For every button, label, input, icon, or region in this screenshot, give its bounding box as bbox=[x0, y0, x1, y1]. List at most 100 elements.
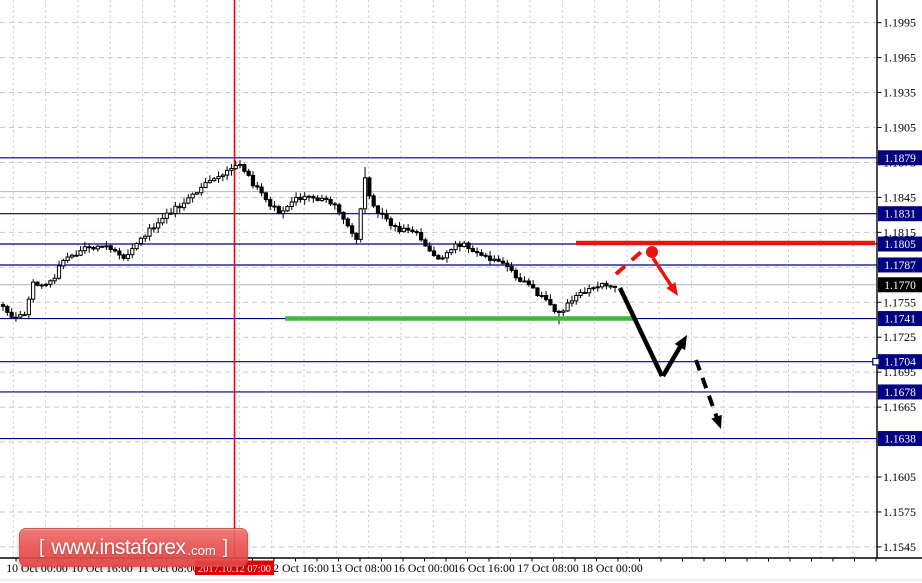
level-selection-marker[interactable] bbox=[872, 357, 880, 366]
price-level-badge-label: 1.1805 bbox=[884, 239, 916, 251]
candle-body bbox=[457, 243, 462, 248]
candle-body bbox=[177, 205, 182, 209]
black-bounce-arrow-head[interactable] bbox=[674, 335, 687, 351]
candle-body bbox=[337, 204, 342, 213]
black-bounce-arrow[interactable] bbox=[661, 344, 683, 378]
candle-body bbox=[591, 287, 596, 290]
current-price-badge-label: 1.1770 bbox=[884, 280, 916, 292]
candle-body bbox=[246, 170, 251, 176]
price-level-badge bbox=[878, 206, 922, 222]
candle-body bbox=[393, 225, 398, 228]
candle-body bbox=[173, 205, 178, 214]
candle-body bbox=[104, 245, 109, 248]
red-forecast-arrow-head[interactable] bbox=[666, 282, 678, 296]
candle-body bbox=[87, 246, 92, 249]
black-impulse-line[interactable] bbox=[617, 287, 665, 377]
watermark-bracket-left: [ bbox=[39, 536, 45, 558]
candle-body bbox=[242, 163, 247, 172]
candle-body bbox=[65, 256, 70, 261]
candle-body bbox=[199, 186, 204, 194]
candle-body bbox=[143, 235, 148, 239]
candle-body bbox=[535, 287, 540, 297]
candle-body bbox=[380, 212, 385, 215]
candle-body bbox=[289, 201, 294, 208]
candle-body bbox=[345, 218, 350, 227]
candle-body bbox=[164, 212, 169, 219]
current-price-badge bbox=[878, 277, 922, 293]
price-level-badge-label: 1.1678 bbox=[884, 387, 916, 399]
candle-body bbox=[207, 180, 212, 184]
candle-body bbox=[0, 304, 6, 307]
price-level-badge bbox=[878, 311, 922, 327]
candle-body bbox=[526, 280, 531, 286]
candle-body bbox=[263, 192, 269, 201]
y-tick-label: 1.1845 bbox=[883, 190, 916, 204]
candle-body bbox=[285, 206, 290, 212]
candle-body bbox=[56, 265, 62, 279]
y-tick-label: 1.1755 bbox=[883, 295, 916, 309]
red-dashed-segment[interactable] bbox=[614, 250, 643, 276]
candle-body bbox=[552, 304, 557, 312]
candle-body bbox=[130, 248, 135, 256]
candle-body bbox=[431, 250, 437, 256]
candle-body bbox=[487, 255, 493, 261]
black-dashed-forecast-arrow-head[interactable] bbox=[711, 414, 722, 429]
candle-body bbox=[44, 283, 49, 286]
candle-body bbox=[587, 288, 592, 294]
candle-body bbox=[121, 254, 126, 259]
candle-body bbox=[18, 314, 23, 318]
candle-body bbox=[423, 239, 428, 247]
candle-body bbox=[220, 174, 225, 178]
instaforex-watermark: [www.instaforex .com] bbox=[19, 528, 248, 567]
red-forecast-arrow[interactable] bbox=[651, 257, 674, 288]
watermark-text: www.instaforex bbox=[51, 535, 186, 559]
candle-body bbox=[367, 177, 372, 197]
candle-body bbox=[332, 203, 337, 206]
candle-body bbox=[496, 258, 501, 262]
candle-body bbox=[582, 292, 587, 295]
x-tick-label: 2 Oct 16:00 bbox=[273, 561, 329, 575]
candle-body bbox=[362, 177, 368, 210]
candle-body bbox=[203, 182, 208, 188]
candle-body bbox=[74, 254, 79, 257]
candle-body bbox=[539, 295, 544, 298]
candle-body bbox=[440, 257, 445, 260]
y-tick-label: 1.1815 bbox=[883, 225, 916, 239]
candle-body bbox=[612, 285, 618, 288]
candle-body bbox=[250, 174, 256, 187]
y-tick-label: 1.1995 bbox=[883, 16, 916, 30]
candle-body bbox=[190, 193, 195, 199]
price-level-badge bbox=[878, 354, 922, 370]
candle-body bbox=[237, 163, 243, 167]
y-tick-label: 1.1545 bbox=[883, 540, 916, 554]
candle-body bbox=[414, 231, 419, 234]
candle-body bbox=[233, 165, 238, 169]
candle-body bbox=[401, 227, 406, 233]
candle-body bbox=[384, 213, 389, 220]
red-dot-marker[interactable] bbox=[646, 246, 658, 258]
candle-body bbox=[100, 245, 105, 248]
candle-body bbox=[462, 242, 467, 248]
price-level-badge-label: 1.1741 bbox=[884, 314, 916, 326]
candle-body bbox=[125, 254, 131, 259]
price-level-badge bbox=[878, 236, 922, 252]
candle-body bbox=[95, 245, 100, 250]
grid-layer bbox=[0, 0, 877, 558]
candle-body bbox=[466, 242, 471, 250]
candle-body bbox=[427, 245, 432, 252]
candle-body bbox=[492, 258, 497, 261]
price-level-badge-label: 1.1638 bbox=[884, 434, 916, 446]
candle-body bbox=[298, 196, 303, 201]
candle-body bbox=[225, 169, 230, 176]
black-dashed-forecast-arrow[interactable] bbox=[694, 359, 720, 420]
price-level-badge bbox=[878, 431, 922, 447]
candle-body bbox=[26, 298, 31, 316]
candle-body bbox=[518, 277, 523, 282]
price-level-badge bbox=[878, 384, 922, 400]
candle-body bbox=[397, 225, 402, 233]
candle-body bbox=[350, 225, 355, 234]
x-tick-label: 13 Oct 08:00 bbox=[330, 561, 392, 575]
